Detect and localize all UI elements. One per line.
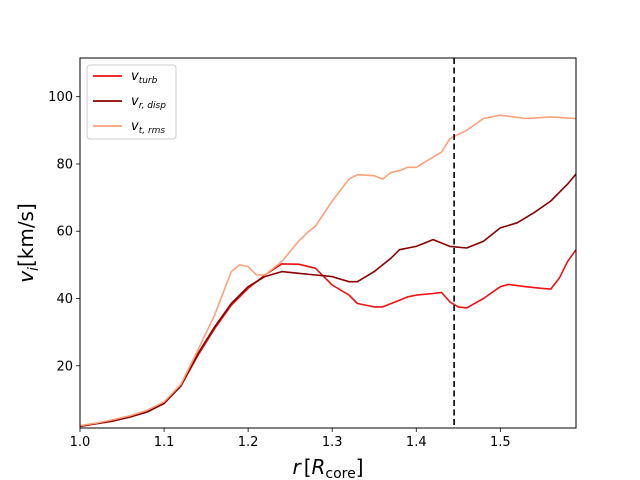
y-axis-label-main: v (14, 270, 38, 283)
plot-frame (79, 57, 577, 429)
y-axis-label: vi[km/s] (14, 203, 42, 283)
x-tick-label: 1.2 (238, 435, 259, 450)
x-tick-label: 1.0 (70, 435, 91, 450)
legend: vturb vr, disp vt, rms (86, 64, 177, 140)
legend-label-1: vr, disp (131, 94, 166, 111)
x-axis-label-unit: R (312, 455, 326, 479)
legend-box (86, 64, 177, 140)
y-ticks: 20 40 60 80 100 (48, 90, 80, 374)
x-tick-label: 1.1 (154, 435, 175, 450)
legend-label-2: vt, rms (131, 119, 165, 136)
y-tick-label: 40 (56, 292, 73, 307)
series-layer (80, 114, 576, 428)
x-axis-label-main: r (292, 455, 302, 479)
x-axis-label-unit-sub: core (325, 466, 355, 480)
x-tick-label: 1.3 (322, 435, 343, 450)
series-line-1 (80, 173, 576, 428)
y-axis-label-sub: i (26, 267, 42, 271)
legend-label-0: vturb (131, 69, 158, 86)
x-axis-label: r [Rcore] (292, 455, 363, 480)
x-tick-label: 1.5 (490, 435, 511, 450)
y-tick-label: 60 (56, 225, 73, 240)
x-ticks: 1.0 1.1 1.2 1.3 1.4 1.5 (70, 428, 511, 450)
series-line-2 (80, 114, 576, 427)
x-tick-label: 1.4 (406, 435, 427, 450)
y-tick-label: 100 (48, 90, 73, 105)
y-axis-label-unit: [km/s] (14, 203, 38, 267)
y-tick-label: 20 (56, 359, 73, 374)
y-tick-label: 80 (56, 157, 73, 172)
